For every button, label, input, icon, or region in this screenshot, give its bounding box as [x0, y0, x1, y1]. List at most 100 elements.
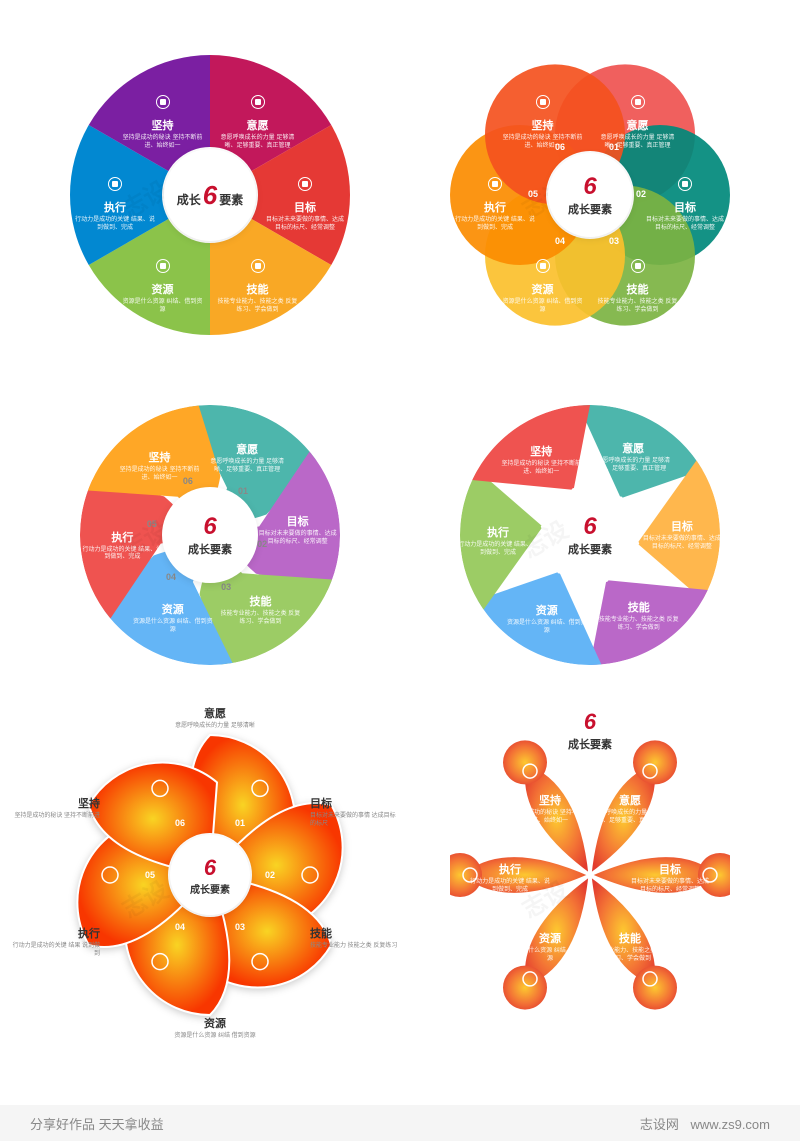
external-label: 坚持坚持是成功的秘诀 坚持不断前进 — [10, 795, 100, 821]
segment-number: 04 — [166, 572, 176, 582]
segment-icon — [631, 95, 645, 109]
segment-number: 05 — [147, 519, 157, 529]
svg-text:03: 03 — [235, 922, 245, 932]
footer-url: www.zs9.com — [691, 1117, 770, 1132]
center-number: 6 — [203, 180, 217, 211]
segment-icon — [156, 95, 170, 109]
segment-label: 目标目标对未来要做的事情、达成目标的标尺、经常调整 — [265, 177, 345, 233]
cell-2: 意愿意愿呼唤成长的力量 足够清晰、足够重要、真正管理01目标目标对未来要做的事情… — [410, 40, 770, 350]
svg-text:02: 02 — [265, 870, 275, 880]
footer-bar: 分享好作品 天天拿收益 志设网 www.zs9.com — [0, 1105, 800, 1141]
segment-label: 执行行动力是成功的关键 结果、说到做到、完成 — [82, 529, 162, 563]
segment-number: 03 — [221, 582, 231, 592]
segment-number: 03 — [609, 236, 619, 246]
segment-label: 意愿意愿呼唤成长的力量 足够清晰、足够重要、真正管理 — [218, 95, 298, 151]
external-label: 技能技能专业能力 技能之类 反复练习 — [310, 925, 400, 951]
segment-number: 06 — [555, 142, 565, 152]
svg-text:05: 05 — [145, 870, 155, 880]
segment-label: 资源资源是什么资源 纠结、借到资源 — [507, 602, 587, 636]
center-number: 6 — [204, 855, 216, 881]
segment-label: 意愿意愿呼唤成长的力量 足够清晰、足够重要、真正管理 — [590, 792, 670, 826]
segment-label: 目标目标对未来要做的事情、达成目标的标尺、经常调整 — [645, 177, 725, 233]
segment-label: 技能技能专业能力、技能之类 反复练习、学会做到 — [218, 259, 298, 315]
external-label: 目标目标对未来要做的事情 达成目标的标尺 — [310, 795, 400, 829]
diagram-flower-gradient: 意愿意愿呼唤成长的力量 足够清晰、足够重要、真正管理目标目标对未来要做的事情、达… — [450, 735, 730, 1015]
segment-number: 02 — [636, 189, 646, 199]
segment-label: 资源资源是什么资源 纠结、借到资源 — [510, 930, 590, 964]
center-circle: 6 成长要素 — [162, 487, 258, 583]
diagram-grid: 意愿意愿呼唤成长的力量 足够清晰、足够重要、真正管理目标目标对未来要做的事情、达… — [0, 0, 800, 1090]
footer-left-text: 分享好作品 天天拿收益 — [30, 1114, 164, 1133]
segment-label: 执行行动力是成功的关键 结果、说到做到、完成 — [75, 177, 155, 233]
segment-number: 01 — [238, 486, 248, 496]
segment-label: 执行行动力是成功的关键 结果、说到做到、完成 — [455, 177, 535, 233]
segment-label: 资源资源是什么资源 纠结、借到资源 — [133, 601, 213, 635]
segment-label: 资源资源是什么资源 纠结、借到资源 — [123, 259, 203, 315]
cell-1: 意愿意愿呼唤成长的力量 足够清晰、足够重要、真正管理目标目标对未来要做的事情、达… — [30, 40, 390, 350]
segment-label: 目标目标对未来要做的事情、达成目标的标尺、经常调整 — [258, 513, 338, 547]
center-label: 成长要素 — [568, 739, 612, 751]
segment-icon — [678, 177, 692, 191]
cell-3: 意愿意愿呼唤成长的力量 足够清晰、足够重要、真正管理 01 目标目标对未来要做的事情… — [30, 380, 390, 690]
diagram-overlap-donut: 意愿意愿呼唤成长的力量 足够清晰、足够重要、真正管理01目标目标对未来要做的事情… — [450, 55, 730, 335]
segment-icon — [108, 177, 122, 191]
segment-label: 意愿意愿呼唤成长的力量 足够清晰、足够重要、真正管理 — [593, 440, 673, 474]
diagram-aperture: 意愿意愿呼唤成长的力量 足够清晰、足够重要、真正管理 01 目标目标对未来要做的事情… — [80, 405, 340, 665]
cell-4: 意愿意愿呼唤成长的力量 足够清晰、足够重要、真正管理目标目标对未来要做的事情、达… — [410, 380, 770, 690]
segment-label: 坚持坚持是成功的秘诀 坚持不断前进、始终如一 — [501, 443, 581, 477]
center-label-suffix: 要素 — [219, 191, 243, 208]
segment-label: 资源资源是什么资源 纠结、借到资源 — [503, 259, 583, 315]
segment-label: 意愿意愿呼唤成长的力量 足够清晰、足够重要、真正管理 — [207, 441, 287, 475]
footer-brand: 志设网 — [640, 1117, 679, 1132]
center-circle: 6 成长要素 — [548, 153, 632, 237]
external-label: 意愿意愿呼唤成长的力量 足够清晰 — [170, 705, 260, 731]
center-circle: 6 成长要素 — [542, 487, 638, 583]
center-label: 成长要素 — [568, 541, 612, 557]
center-circle: 成长 6 要素 — [164, 149, 256, 241]
segment-icon — [156, 259, 170, 273]
footer-right: 志设网 www.zs9.com — [640, 1114, 770, 1133]
external-label: 执行行动力是成功的关键 结果 说到做到 — [10, 925, 100, 959]
segment-label: 技能技能专业能力、技能之类 反复练习、学会做到 — [599, 599, 679, 633]
cell-5: 010203040506 6 成长要素 意愿意愿呼唤成长的力量 足够清晰目标目标… — [30, 720, 390, 1030]
segment-icon — [298, 177, 312, 191]
segment-number: 01 — [609, 142, 619, 152]
center-label: 成长要素 — [190, 881, 230, 896]
external-label: 资源资源是什么资源 纠结 借到资源 — [170, 1015, 260, 1041]
segment-number: 02 — [257, 539, 267, 549]
segment-label: 执行行动力是成功的关键 结果、说到做到、完成 — [470, 861, 550, 895]
segment-icon — [488, 177, 502, 191]
center-number: 6 — [583, 173, 596, 201]
center-number: 6 — [568, 709, 612, 735]
diagram-pinwheel: 意愿意愿呼唤成长的力量 足够清晰、足够重要、真正管理目标目标对未来要做的事情、达… — [460, 405, 720, 665]
segment-label: 坚持坚持是成功的秘诀 坚持不断前进、始终如一 — [123, 95, 203, 151]
center-circle: 6 成长要素 — [170, 835, 250, 915]
segment-icon — [251, 259, 265, 273]
center-label-prefix: 成长 — [177, 191, 201, 208]
segment-icon — [536, 259, 550, 273]
diagram-ribbon-donut: 意愿意愿呼唤成长的力量 足够清晰、足够重要、真正管理目标目标对未来要做的事情、达… — [70, 55, 350, 335]
cell-6: 意愿意愿呼唤成长的力量 足够清晰、足够重要、真正管理目标目标对未来要做的事情、达… — [410, 720, 770, 1030]
diagram-swirl-gradient: 010203040506 6 成长要素 意愿意愿呼唤成长的力量 足够清晰目标目标… — [60, 725, 360, 1025]
segment-icon — [536, 95, 550, 109]
segment-number: 04 — [555, 236, 565, 246]
segment-label: 坚持坚持是成功的秘诀 坚持不断前进、始终如一 — [503, 95, 583, 151]
segment-number: 06 — [183, 476, 193, 486]
center-label: 成长要素 — [568, 201, 612, 217]
segment-label: 执行行动力是成功的关键 结果、说到做到、完成 — [458, 524, 538, 558]
segment-label: 技能技能专业能力、技能之类 反复练习、学会做到 — [598, 259, 678, 315]
segment-icon — [251, 95, 265, 109]
center-number: 6 — [203, 513, 216, 541]
segment-label: 坚持坚持是成功的秘诀 坚持不断前进、始终如一 — [510, 792, 590, 826]
segment-label: 技能技能专业能力、技能之类 反复练习、学会做到 — [220, 593, 300, 627]
svg-text:01: 01 — [235, 818, 245, 828]
segment-number: 05 — [528, 189, 538, 199]
svg-text:06: 06 — [175, 818, 185, 828]
svg-text:04: 04 — [175, 922, 185, 932]
center-number: 6 — [583, 513, 596, 541]
diagram6-header: 6 成长要素 — [568, 709, 612, 753]
segment-label: 目标目标对未来要做的事情、达成目标的标尺、经常调整 — [630, 861, 710, 895]
segment-label: 技能技能专业能力、技能之类 反复练习、学会做到 — [590, 930, 670, 964]
center-label: 成长要素 — [188, 541, 232, 557]
segment-label: 目标目标对未来要做的事情、达成目标的标尺、经常调整 — [642, 518, 722, 552]
